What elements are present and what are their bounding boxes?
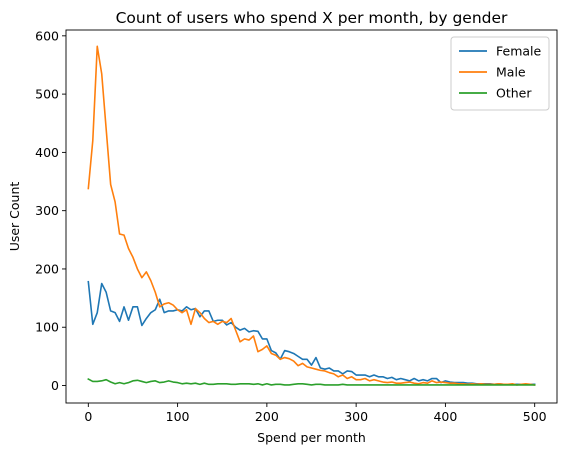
legend-label-male: Male (496, 65, 526, 80)
y-tick-label: 100 (35, 320, 59, 335)
legend-label-female: Female (496, 44, 542, 59)
legend-label-other: Other (496, 86, 532, 101)
plot-area (87, 45, 536, 386)
legend-box (450, 36, 550, 111)
y-axis-label: User Count (7, 182, 22, 252)
x-axis-label: Spend per month (257, 430, 366, 445)
x-tick-label: 100 (166, 409, 190, 424)
x-tick-label: 200 (255, 409, 279, 424)
axes-frame (65, 29, 558, 404)
legend: Female Male Other (450, 36, 550, 111)
y-tick-label: 300 (35, 203, 59, 218)
x-tick-label: 0 (84, 409, 92, 424)
y-tick-label: 0 (51, 378, 59, 393)
y-tick-label: 600 (35, 28, 59, 43)
y-tick-label: 200 (35, 261, 59, 276)
x-tick-label: 300 (344, 409, 368, 424)
series-line-male (87, 45, 536, 386)
y-tick-label: 400 (35, 145, 59, 160)
x-tick-label: 400 (433, 409, 457, 424)
y-tick-label: 500 (35, 87, 59, 102)
chart-title: Count of users who spend X per month, by… (116, 9, 508, 27)
series-line-female (87, 280, 536, 386)
x-tick-label: 500 (523, 409, 547, 424)
series-line-other (87, 378, 536, 386)
